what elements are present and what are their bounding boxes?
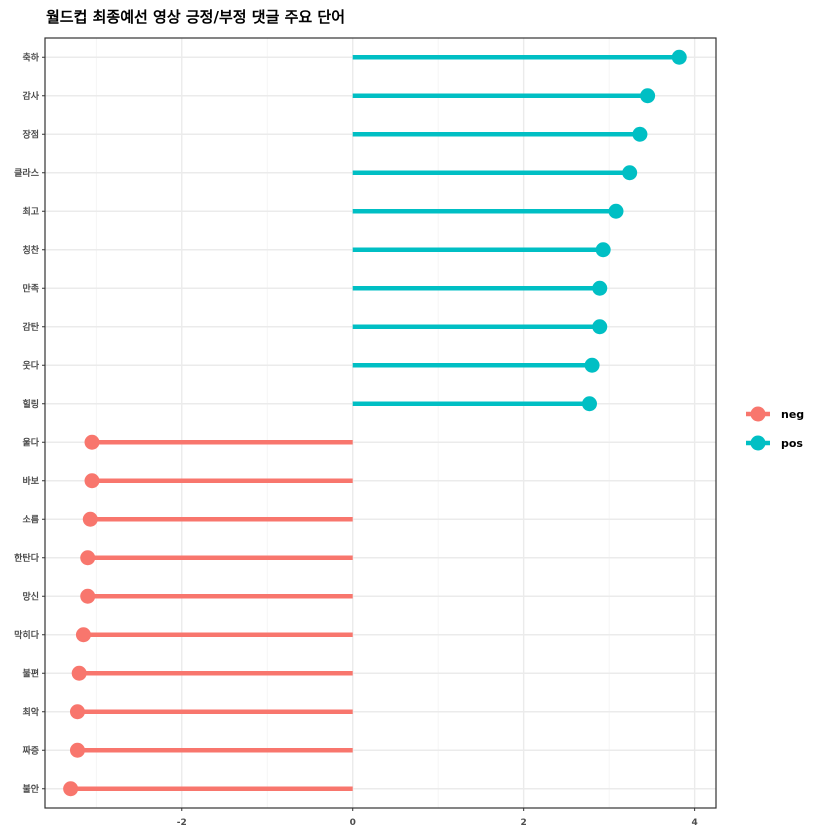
lollipop-point [82, 511, 98, 527]
chart-title: 월드컵 최종예선 영상 긍정/부정 댓글 주요 단어 [46, 8, 345, 26]
lollipop-point [80, 588, 96, 604]
y-tick-label: 바보 [22, 475, 39, 487]
y-tick-label: 소름 [22, 514, 39, 525]
y-axis-ticks: 축하감사장점클라스최고칭찬만족감탄웃다힐링울다바보소름한탄다망신막히다불편최악짜… [14, 51, 45, 795]
y-tick-label: 막히다 [14, 629, 40, 641]
lollipop-point [608, 203, 624, 219]
legend-item-neg: neg [746, 406, 804, 422]
lollipop-point [71, 665, 87, 681]
lollipop-point [671, 49, 687, 65]
lollipop-point [592, 319, 608, 335]
y-tick-label: 만족 [22, 282, 39, 294]
lollipop-point [69, 742, 85, 758]
y-tick-label: 불편 [22, 667, 39, 679]
y-tick-label: 불안 [22, 783, 39, 795]
legend-item-pos: pos [746, 435, 803, 451]
legend-key-point [750, 406, 766, 422]
lollipop-point [584, 357, 600, 373]
lollipop-point [63, 781, 79, 797]
x-tick-label: -2 [177, 818, 187, 828]
y-tick-label: 축하 [22, 51, 39, 63]
lollipop-point [80, 550, 96, 566]
lollipop-point [581, 396, 597, 412]
lollipop-point [592, 280, 608, 296]
lollipop-point [84, 473, 100, 489]
x-tick-label: 4 [691, 818, 697, 828]
data-marks [63, 49, 687, 797]
y-tick-label: 감사 [22, 90, 39, 102]
y-tick-label: 한탄다 [14, 552, 40, 564]
lollipop-point [640, 88, 656, 104]
x-axis-ticks: -2 0 2 4 [177, 808, 698, 828]
y-tick-label: 클라스 [14, 167, 40, 179]
lollipop-point [69, 704, 85, 720]
legend-label: pos [781, 437, 803, 450]
lollipop-point [622, 165, 638, 181]
y-tick-label: 감탄 [22, 321, 39, 333]
y-tick-label: 울다 [22, 436, 39, 448]
plot-border [44, 37, 717, 809]
y-tick-label: 최악 [22, 706, 39, 718]
legend: neg pos [746, 406, 804, 451]
y-tick-label: 웃다 [22, 359, 39, 371]
lollipop-point [632, 126, 648, 142]
lollipop-point [84, 434, 100, 450]
y-tick-label: 칭찬 [22, 244, 39, 256]
lollipop-point [595, 242, 611, 258]
y-tick-label: 장점 [22, 128, 39, 140]
x-tick-label: 2 [521, 818, 527, 828]
y-tick-label: 최고 [22, 205, 39, 217]
y-tick-label: 짜증 [22, 744, 39, 756]
lollipop-point [75, 627, 91, 643]
y-tick-label: 망신 [22, 590, 39, 602]
legend-label: neg [781, 408, 804, 421]
plot-panel [45, 38, 716, 808]
y-tick-label: 힐링 [22, 398, 39, 410]
legend-key-point [750, 435, 766, 451]
x-tick-label: 0 [350, 818, 356, 828]
